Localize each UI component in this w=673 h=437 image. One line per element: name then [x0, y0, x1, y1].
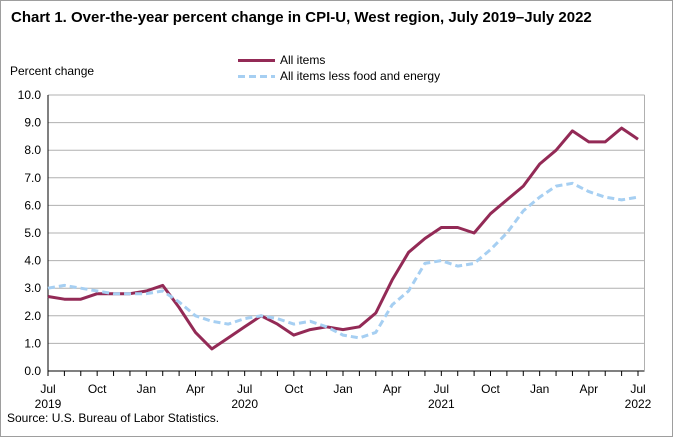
y-axis-tick-label: 0.0 [24, 364, 41, 378]
legend-label-core: All items less food and energy [280, 69, 441, 83]
y-axis-tick-label: 9.0 [24, 116, 41, 130]
legend-item-all-items: All items [238, 54, 440, 67]
y-axis-tick-label: 7.0 [24, 171, 41, 185]
core-line [47, 181, 639, 340]
y-axis-tick-label: 2.0 [24, 309, 41, 323]
legend-label-all-items: All items [280, 53, 326, 67]
x-axis-tick-label: Jul [630, 382, 645, 396]
y-axis-tick-label: 6.0 [24, 198, 41, 212]
y-axis-tick-label: 5.0 [24, 226, 41, 240]
y-axis-tick-label: 4.0 [24, 254, 41, 268]
x-axis-year-label: 2019 [35, 397, 62, 411]
x-axis-year-label: 2020 [231, 397, 258, 411]
chart-title: Chart 1. Over-the-year percent change in… [11, 9, 592, 26]
legend-item-core: All items less food and energy [238, 70, 440, 83]
x-axis-tick-label: Jul [237, 382, 252, 396]
x-axis-tick-label: Apr [383, 382, 402, 396]
source-note: Source: U.S. Bureau of Labor Statistics. [7, 411, 220, 425]
y-axis-tick-label: 1.0 [24, 336, 41, 350]
x-axis-tick-label: Jan [530, 382, 549, 396]
y-axis-tick-label: 3.0 [24, 281, 41, 295]
x-axis-tick-label: Jul [40, 382, 55, 396]
y-axis-tick-label: 8.0 [24, 143, 41, 157]
all-items-line [47, 126, 639, 351]
x-axis-tick-label: Jul [434, 382, 449, 396]
all-items-line-swatch [238, 59, 275, 62]
x-axis-year-label: 2022 [625, 397, 652, 411]
x-axis-year-label: 2021 [428, 397, 455, 411]
y-axis-unit-label: Percent change [10, 64, 95, 78]
x-axis-tick-label: Oct [284, 382, 303, 396]
x-axis-tick-label: Jan [333, 382, 352, 396]
core-line-swatch [238, 75, 275, 78]
x-axis-tick-label: Oct [481, 382, 500, 396]
x-axis-tick-label: Oct [88, 382, 107, 396]
y-axis-tick-label: 10.0 [18, 88, 42, 102]
x-axis-tick-label: Jan [137, 382, 156, 396]
legend: All items All items less food and energy [238, 54, 440, 83]
x-axis-tick-label: Apr [579, 382, 598, 396]
x-axis-tick-label: Apr [186, 382, 205, 396]
